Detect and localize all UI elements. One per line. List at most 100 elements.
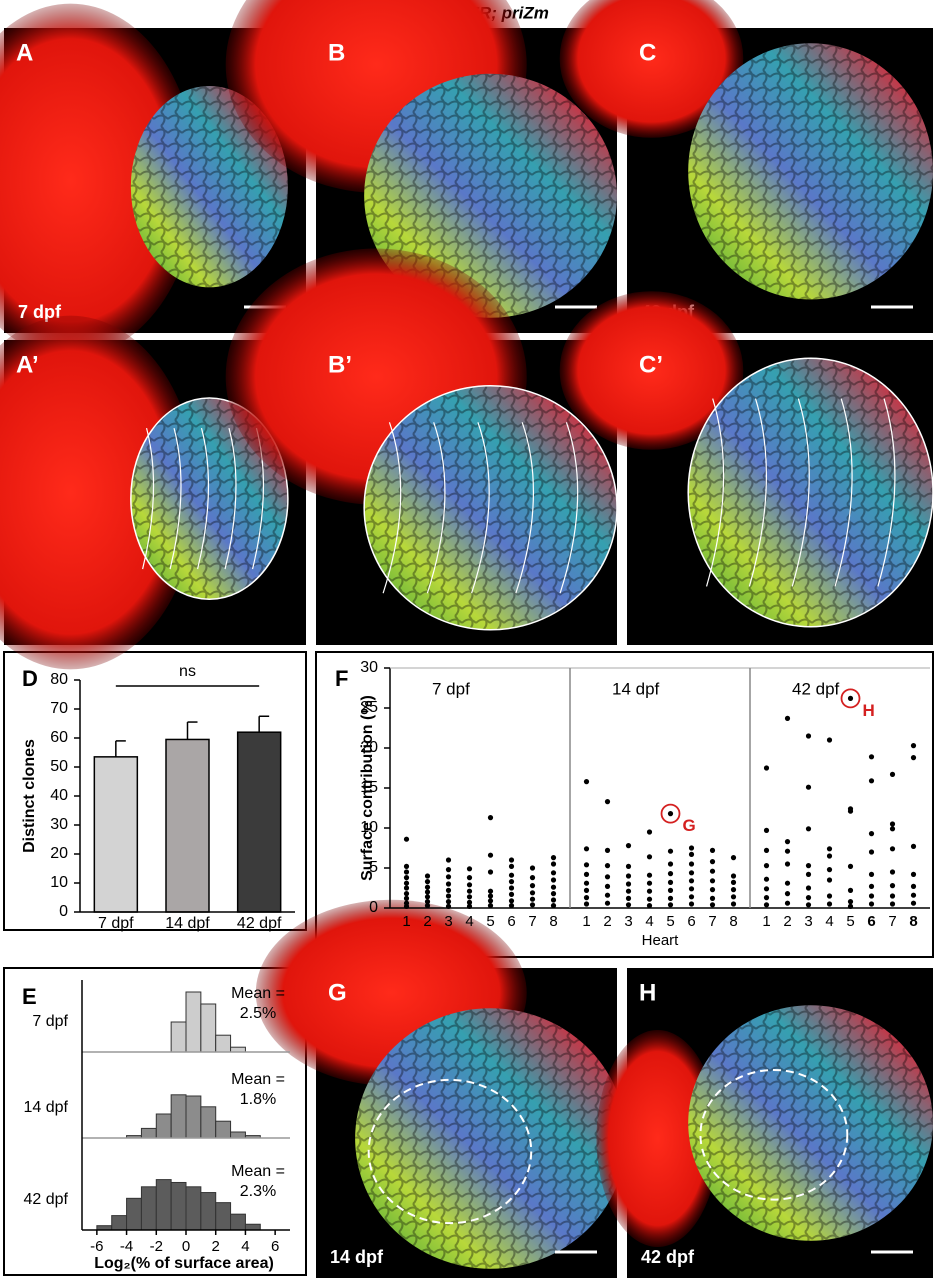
tissue-texture	[688, 358, 933, 627]
histogram-bar	[230, 1213, 246, 1231]
histogram-bar	[185, 1095, 202, 1139]
data-point	[529, 896, 536, 902]
x-tick-label: 6	[271, 1238, 279, 1255]
data-point	[847, 899, 854, 905]
data-point	[709, 847, 716, 854]
histogram-bar	[140, 1186, 157, 1231]
data-point	[805, 784, 812, 790]
data-point	[910, 892, 917, 898]
data-point	[583, 895, 590, 901]
data-point	[646, 880, 653, 886]
clone-outline	[515, 422, 535, 594]
data-point	[424, 884, 431, 890]
bar	[165, 738, 210, 913]
data-point	[604, 900, 611, 906]
x-tick-label: 8	[909, 913, 917, 930]
bar	[93, 756, 139, 913]
data-point	[730, 855, 737, 861]
y-tick-label: 0	[59, 903, 68, 920]
data-point	[424, 879, 431, 885]
y-tick-label: 20	[360, 739, 378, 756]
data-point	[583, 871, 590, 878]
data-point	[646, 854, 653, 860]
panel-letter: E	[22, 984, 37, 1009]
data-point	[445, 903, 452, 910]
data-point	[784, 848, 791, 854]
data-point	[667, 879, 674, 886]
data-point	[550, 897, 557, 903]
data-point	[529, 865, 536, 871]
tissue-texture	[355, 1008, 627, 1269]
clone-outline	[471, 422, 490, 594]
significance-label: ns	[179, 663, 196, 680]
data-point	[847, 887, 854, 894]
mean-label: 2.5%	[240, 1005, 276, 1022]
data-point	[583, 862, 590, 868]
data-point	[403, 863, 410, 870]
y-tick-label: 30	[360, 659, 378, 676]
clone-outline	[748, 398, 767, 587]
x-tick-label: 4	[825, 913, 833, 930]
data-point	[763, 902, 770, 908]
x-tick-label: 5	[666, 913, 674, 930]
data-point	[445, 899, 452, 905]
clone-outline	[196, 427, 210, 570]
data-point	[583, 901, 590, 907]
x-tick-label: 2	[212, 1238, 220, 1255]
data-point	[709, 859, 716, 865]
panel-letter: H	[639, 979, 656, 1006]
tissue-red	[0, 315, 198, 670]
panel-letter: C’	[639, 351, 663, 378]
data-point	[868, 893, 875, 899]
highlight-label: H	[863, 701, 875, 720]
panel-letter: F	[335, 666, 348, 691]
data-point	[403, 885, 410, 891]
data-point	[487, 815, 494, 821]
data-point	[604, 883, 611, 890]
tissue-red	[596, 1030, 719, 1247]
stage-label: 7 dpf	[18, 302, 62, 322]
image-panel: C’	[559, 291, 934, 645]
data-point	[466, 899, 473, 906]
data-point	[604, 799, 611, 805]
data-point	[709, 902, 716, 908]
clone-outline	[142, 427, 155, 570]
data-point	[403, 903, 410, 910]
data-point	[784, 900, 791, 906]
data-point	[625, 843, 632, 849]
data-point	[709, 895, 716, 902]
histogram-bar	[170, 1094, 187, 1139]
data-point	[730, 894, 737, 900]
data-point	[646, 888, 653, 894]
data-point	[487, 893, 494, 899]
data-point	[868, 883, 875, 890]
histogram-bar	[111, 1215, 128, 1231]
data-point	[445, 867, 452, 873]
data-point	[604, 847, 611, 854]
x-tick-label: 7	[708, 913, 716, 930]
histogram-bar	[170, 1181, 187, 1231]
data-point	[784, 839, 791, 845]
highlight-ring	[660, 803, 681, 824]
data-point	[667, 902, 674, 908]
image-panel: C42 dpf	[559, 0, 933, 333]
data-point	[487, 903, 494, 909]
tissue-texture	[130, 85, 288, 288]
data-point	[910, 843, 917, 850]
data-point	[403, 895, 410, 902]
data-point	[508, 891, 515, 898]
data-point	[709, 887, 716, 893]
x-tick-label: 7	[528, 913, 536, 930]
x-tick-label: -4	[120, 1238, 133, 1255]
tissue-red	[559, 291, 744, 450]
data-point	[805, 826, 812, 832]
data-point	[445, 893, 452, 899]
image-panel: B’	[225, 248, 618, 645]
histogram-bar	[200, 1106, 217, 1139]
data-point	[424, 903, 431, 909]
data-point	[646, 896, 653, 902]
data-point	[889, 901, 896, 907]
histogram-bar	[155, 1113, 172, 1139]
data-point	[847, 863, 854, 870]
data-point	[763, 895, 770, 901]
